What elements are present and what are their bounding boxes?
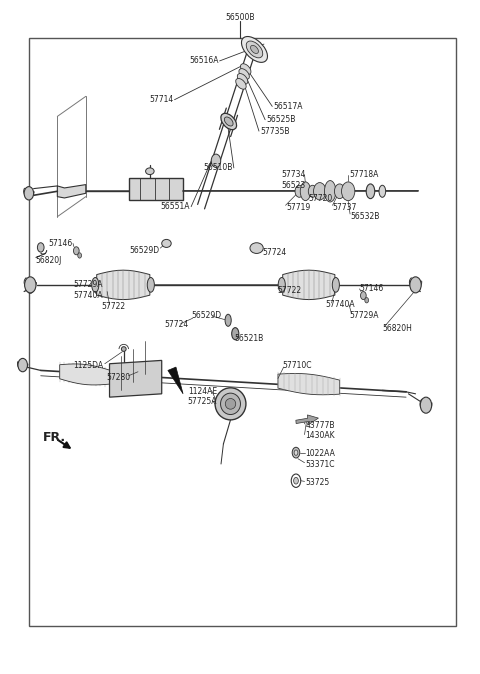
Text: 57719: 57719 [287,204,311,212]
Circle shape [24,187,34,200]
Polygon shape [278,373,340,395]
Text: 53371C: 53371C [305,460,335,468]
Ellipse shape [246,41,263,58]
Ellipse shape [379,185,385,197]
Circle shape [78,253,82,258]
Ellipse shape [225,314,231,326]
Text: 56532B: 56532B [350,212,380,221]
Text: 1022AA: 1022AA [305,450,336,458]
Ellipse shape [145,168,154,175]
Text: 57724: 57724 [263,247,287,257]
Ellipse shape [221,113,237,129]
Text: 57725A: 57725A [188,398,217,406]
Text: FR.: FR. [43,431,66,443]
Text: 57280: 57280 [106,373,131,381]
Text: 56529D: 56529D [192,311,222,320]
Ellipse shape [92,278,99,293]
Circle shape [365,297,369,303]
Circle shape [420,397,432,413]
Ellipse shape [366,184,375,199]
Ellipse shape [232,328,239,340]
Text: 57722: 57722 [277,286,301,295]
FancyArrow shape [296,415,318,425]
Ellipse shape [215,388,246,420]
Text: 57729A: 57729A [73,280,103,289]
Text: 57146: 57146 [49,239,73,248]
Ellipse shape [225,398,236,409]
Ellipse shape [332,278,339,293]
Ellipse shape [342,182,355,201]
Circle shape [18,359,27,372]
Polygon shape [109,361,162,397]
Text: 56521B: 56521B [234,334,264,343]
Ellipse shape [250,243,263,253]
Text: 57146: 57146 [360,284,384,293]
Text: 56516A: 56516A [189,57,219,65]
Ellipse shape [295,185,303,197]
Ellipse shape [278,278,285,293]
Text: 1430AK: 1430AK [305,431,335,440]
Circle shape [37,243,44,252]
Ellipse shape [300,182,311,201]
Ellipse shape [239,69,250,80]
Text: 56551A: 56551A [161,202,190,211]
Polygon shape [57,185,86,198]
Circle shape [360,292,366,299]
Ellipse shape [308,185,317,197]
Ellipse shape [313,183,326,200]
Ellipse shape [237,73,248,84]
Ellipse shape [240,64,251,74]
Ellipse shape [335,184,345,199]
Circle shape [294,477,299,484]
Ellipse shape [236,78,246,89]
Text: 56820J: 56820J [35,255,61,265]
Text: 56517A: 56517A [273,102,303,111]
Text: 57722: 57722 [101,303,126,311]
Polygon shape [283,270,335,299]
Text: 57740A: 57740A [325,301,355,309]
Text: 53725: 53725 [305,479,330,487]
Circle shape [24,277,36,293]
Ellipse shape [121,346,126,351]
Text: 57735B: 57735B [260,127,289,135]
Text: 57724: 57724 [164,320,188,330]
Circle shape [292,448,300,458]
Text: 1124AE: 1124AE [188,388,217,396]
Polygon shape [60,364,109,385]
Ellipse shape [224,117,233,126]
Text: 57720: 57720 [309,194,333,203]
Text: 56529D: 56529D [129,245,159,255]
Ellipse shape [147,278,155,293]
Text: 56525B: 56525B [266,115,296,124]
Text: 43777B: 43777B [305,421,335,430]
Text: 57714: 57714 [149,95,174,104]
Polygon shape [129,178,183,200]
Circle shape [211,154,221,167]
Text: 57710C: 57710C [283,361,312,370]
Text: 57729A: 57729A [349,311,379,320]
Text: 56523: 56523 [281,181,305,190]
Ellipse shape [251,45,258,53]
Text: 57740A: 57740A [73,291,103,300]
Text: 57737: 57737 [333,204,357,212]
Text: 57734: 57734 [281,170,305,179]
Text: 56820H: 56820H [383,324,412,333]
Text: 1125DA: 1125DA [73,361,103,369]
Circle shape [294,450,298,456]
Text: 57718A: 57718A [349,170,379,179]
Circle shape [410,277,421,293]
Ellipse shape [241,36,267,63]
Bar [29,38,456,625]
Circle shape [73,247,79,255]
Polygon shape [168,367,183,394]
Ellipse shape [324,181,336,202]
Polygon shape [96,270,150,299]
Ellipse shape [162,239,171,247]
Text: 56510B: 56510B [204,163,233,173]
Text: 56500B: 56500B [225,13,255,22]
Ellipse shape [220,393,240,415]
